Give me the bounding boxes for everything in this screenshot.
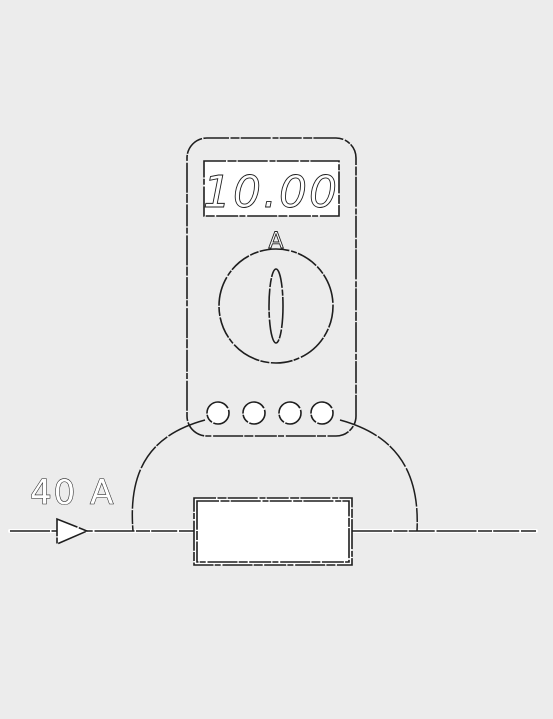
resistor bbox=[193, 497, 353, 566]
input-jack-3 bbox=[278, 401, 302, 425]
input-jack-2 bbox=[242, 401, 266, 425]
meter-display: 10.00 bbox=[203, 160, 340, 218]
current-direction-arrow bbox=[56, 517, 90, 546]
right-probe-lead bbox=[339, 419, 418, 532]
multimeter: 10.00 A bbox=[186, 137, 357, 437]
multimeter-body bbox=[186, 137, 357, 437]
input-jacks bbox=[206, 401, 334, 425]
input-jack-1 bbox=[206, 401, 230, 425]
meter-reading: 10.00 bbox=[203, 167, 339, 218]
left-probe-lead bbox=[131, 419, 206, 532]
selector-dial bbox=[218, 248, 334, 364]
input-jack-4 bbox=[310, 401, 334, 425]
meter-unit-label: A bbox=[268, 229, 283, 254]
current-label: 40 A bbox=[30, 473, 115, 513]
dial-pointer bbox=[268, 268, 284, 344]
probe-leads bbox=[131, 419, 418, 532]
